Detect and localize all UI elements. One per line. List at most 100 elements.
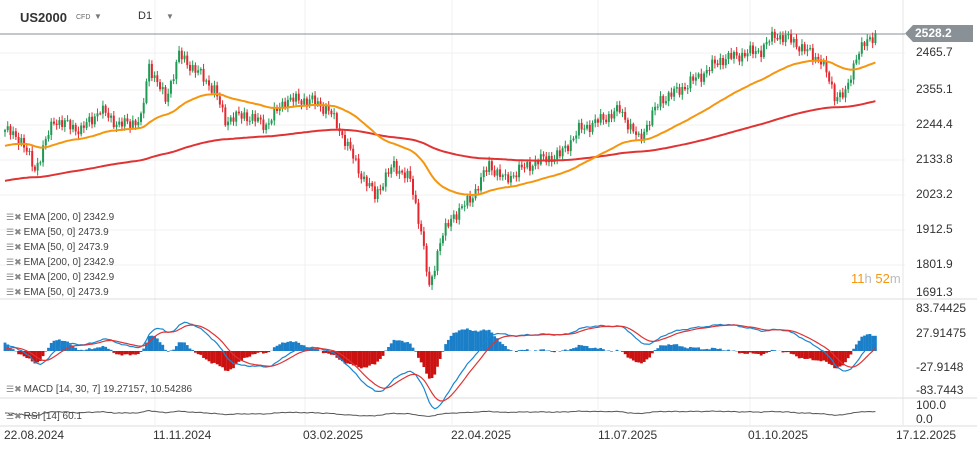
- legend-text: EMA [200, 0] 2342.9: [23, 272, 115, 283]
- candle-body: [80, 125, 83, 135]
- candle-body: [480, 177, 482, 191]
- macd-histogram-bar: [392, 339, 396, 351]
- macd-legend[interactable]: ☰✖ MACD [14, 30, 7] 19.27157, 10.54286: [6, 383, 192, 396]
- candle-body: [730, 52, 733, 59]
- macd-histogram-bar: [327, 351, 331, 354]
- macd-histogram-bar: [58, 339, 61, 351]
- countdown-h: h: [864, 271, 872, 286]
- candle-body: [613, 111, 616, 119]
- macd-histogram-bar: [841, 351, 845, 366]
- macd-histogram-bar: [806, 351, 809, 359]
- candle-body: [855, 59, 858, 64]
- macd-histogram-bar: [403, 342, 407, 351]
- timeframe-dropdown-icon[interactable]: ▼: [166, 12, 174, 21]
- macd-histogram-bar: [264, 351, 268, 353]
- candle-body: [333, 113, 336, 115]
- candle-body: [575, 135, 578, 139]
- candle-body: [713, 59, 716, 64]
- macd-histogram-bar: [645, 351, 649, 360]
- candle-body: [452, 214, 455, 219]
- indicator-legend-item[interactable]: ☰✖ EMA [50, 0] 2473.9: [6, 241, 109, 254]
- candle-body: [509, 176, 512, 183]
- candle-body: [14, 131, 17, 137]
- indicator-legend-item[interactable]: ☰✖ EMA [50, 0] 2473.9: [6, 286, 109, 299]
- settings-icon[interactable]: ☰✖: [6, 287, 22, 297]
- macd-histogram-bar: [501, 344, 505, 351]
- candle-body: [246, 112, 249, 122]
- candle-body: [678, 87, 681, 95]
- macd-histogram-bar: [373, 351, 377, 365]
- settings-icon[interactable]: ☰✖: [6, 272, 22, 282]
- settings-icon[interactable]: ☰✖: [6, 411, 22, 421]
- macd-histogram-bar: [664, 345, 668, 351]
- candle-body: [12, 131, 15, 136]
- settings-icon[interactable]: ☰✖: [6, 227, 22, 237]
- indicator-legend-item[interactable]: ☰✖ EMA [50, 0] 2473.9: [6, 226, 109, 239]
- candle-body: [270, 120, 273, 124]
- current-price-tag: 2528.2: [905, 25, 973, 42]
- indicator-legend-item[interactable]: ☰✖ EMA [200, 0] 2342.9: [6, 256, 114, 269]
- macd-histogram-bar: [414, 351, 418, 352]
- candle-body: [175, 62, 178, 80]
- indicator-legend-item[interactable]: ☰✖ EMA [200, 0] 2342.9: [6, 211, 114, 224]
- candle-body: [762, 44, 765, 58]
- settings-icon[interactable]: ☰✖: [6, 384, 22, 394]
- candle-body: [431, 276, 434, 285]
- candle-body: [104, 105, 107, 113]
- macd-histogram-bar: [278, 344, 282, 351]
- indicator-legend-item[interactable]: ☰✖ EMA [200, 0] 2342.9: [6, 271, 114, 284]
- macd-histogram-bar: [474, 330, 477, 351]
- settings-icon[interactable]: ☰✖: [6, 242, 22, 252]
- macd-histogram-bar: [648, 351, 652, 358]
- candle-body: [31, 150, 34, 167]
- candle-body: [72, 124, 74, 130]
- macd-histogram-bar: [411, 347, 415, 351]
- rsi-legend[interactable]: ☰✖ RSI [14] 60.1: [6, 410, 82, 423]
- candle-body: [803, 44, 806, 52]
- settings-icon[interactable]: ☰✖: [6, 212, 22, 222]
- macd-histogram-bar: [550, 351, 554, 352]
- macd-histogram-bar: [117, 351, 121, 355]
- symbol-dropdown-icon[interactable]: ▼: [94, 12, 102, 21]
- settings-icon[interactable]: ☰✖: [6, 257, 22, 267]
- candle-body: [436, 251, 439, 271]
- macd-histogram-bar: [449, 335, 453, 351]
- candle-body: [703, 73, 706, 82]
- candle-body: [681, 86, 684, 95]
- macd-histogram-bar: [370, 351, 374, 365]
- macd-histogram-bar: [188, 348, 192, 351]
- candle-body: [542, 154, 545, 157]
- macd-histogram-bar: [757, 351, 760, 354]
- timeframe-label[interactable]: D1: [138, 10, 153, 22]
- candle-body: [316, 101, 319, 105]
- macd-histogram-bar: [441, 351, 445, 352]
- macd-histogram-bar: [93, 348, 97, 351]
- candle-body: [243, 112, 246, 119]
- macd-histogram-bar: [291, 342, 295, 351]
- candle-body: [398, 170, 401, 174]
- candle-body: [746, 53, 749, 57]
- macd-histogram-bar: [22, 351, 26, 357]
- macd-histogram-bar: [697, 347, 700, 351]
- candle-body: [292, 97, 295, 102]
- candle-body: [567, 145, 570, 152]
- candle-body: [335, 113, 338, 129]
- candle-body: [621, 111, 624, 113]
- candle-body: [629, 123, 632, 130]
- candle-body: [145, 81, 148, 103]
- candle-body: [817, 56, 820, 60]
- macd-histogram-bar: [781, 351, 785, 353]
- macd-histogram-bar: [256, 351, 260, 353]
- macd-histogram-bar: [493, 336, 496, 351]
- candle-body: [811, 48, 814, 61]
- symbol-label[interactable]: US2000: [20, 10, 67, 25]
- candle-body: [523, 167, 526, 169]
- macd-histogram-bar: [425, 351, 428, 374]
- macd-histogram-bar: [164, 349, 167, 351]
- candle-body: [115, 124, 118, 128]
- candle-body: [591, 123, 594, 133]
- candle-body: [836, 97, 839, 102]
- candle-body: [107, 112, 110, 118]
- macd-histogram-bar: [87, 348, 91, 351]
